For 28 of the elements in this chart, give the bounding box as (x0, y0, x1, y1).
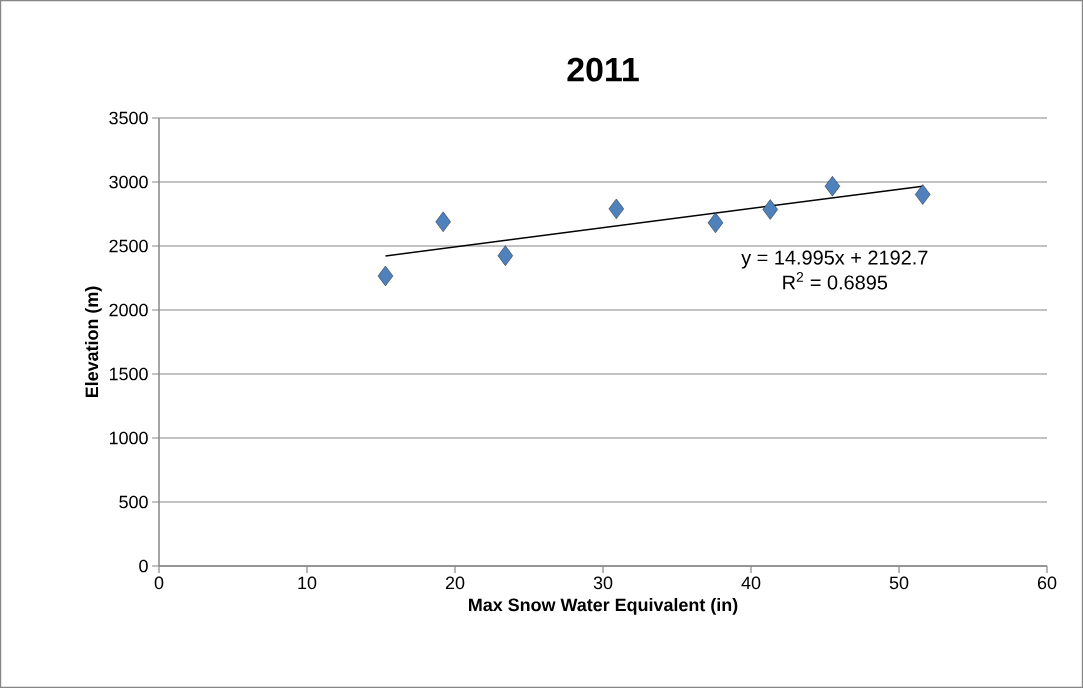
y-tick-label: 3000 (109, 175, 148, 189)
point (915, 184, 931, 205)
y-tick-label: 2500 (109, 239, 148, 253)
point (707, 212, 724, 233)
x-tick-label: 40 (741, 576, 761, 590)
point (435, 211, 451, 232)
y-tick-label: 3500 (109, 111, 148, 125)
y-tick-label: 1000 (109, 431, 148, 445)
y-axis-title: Elevation (m) (85, 286, 102, 398)
annotation: y = 14.995x + 2192.7 (741, 250, 928, 269)
y-tick-label: 1500 (109, 367, 148, 381)
x-axis-title: Max Snow Water Equivalent (in) (469, 598, 738, 615)
x-tick-label: 10 (298, 576, 317, 590)
point (608, 198, 625, 220)
y-tick-label: 500 (119, 495, 148, 509)
x-tick-label: 0 (154, 576, 164, 590)
point (824, 176, 841, 197)
point (762, 199, 778, 220)
point (377, 265, 394, 287)
x-tick-label: 60 (1037, 576, 1057, 590)
annotation: R$^{2}$ = 0.6895 (783, 272, 888, 290)
x-tick-label: 50 (889, 576, 909, 590)
chart-title: 2011 (567, 57, 639, 82)
x-tick-label: 30 (593, 576, 613, 590)
y-tick-label: 0 (139, 559, 148, 573)
x-tick-label: 20 (445, 576, 465, 590)
y-tick-label: 2000 (109, 303, 148, 317)
point (497, 245, 513, 266)
